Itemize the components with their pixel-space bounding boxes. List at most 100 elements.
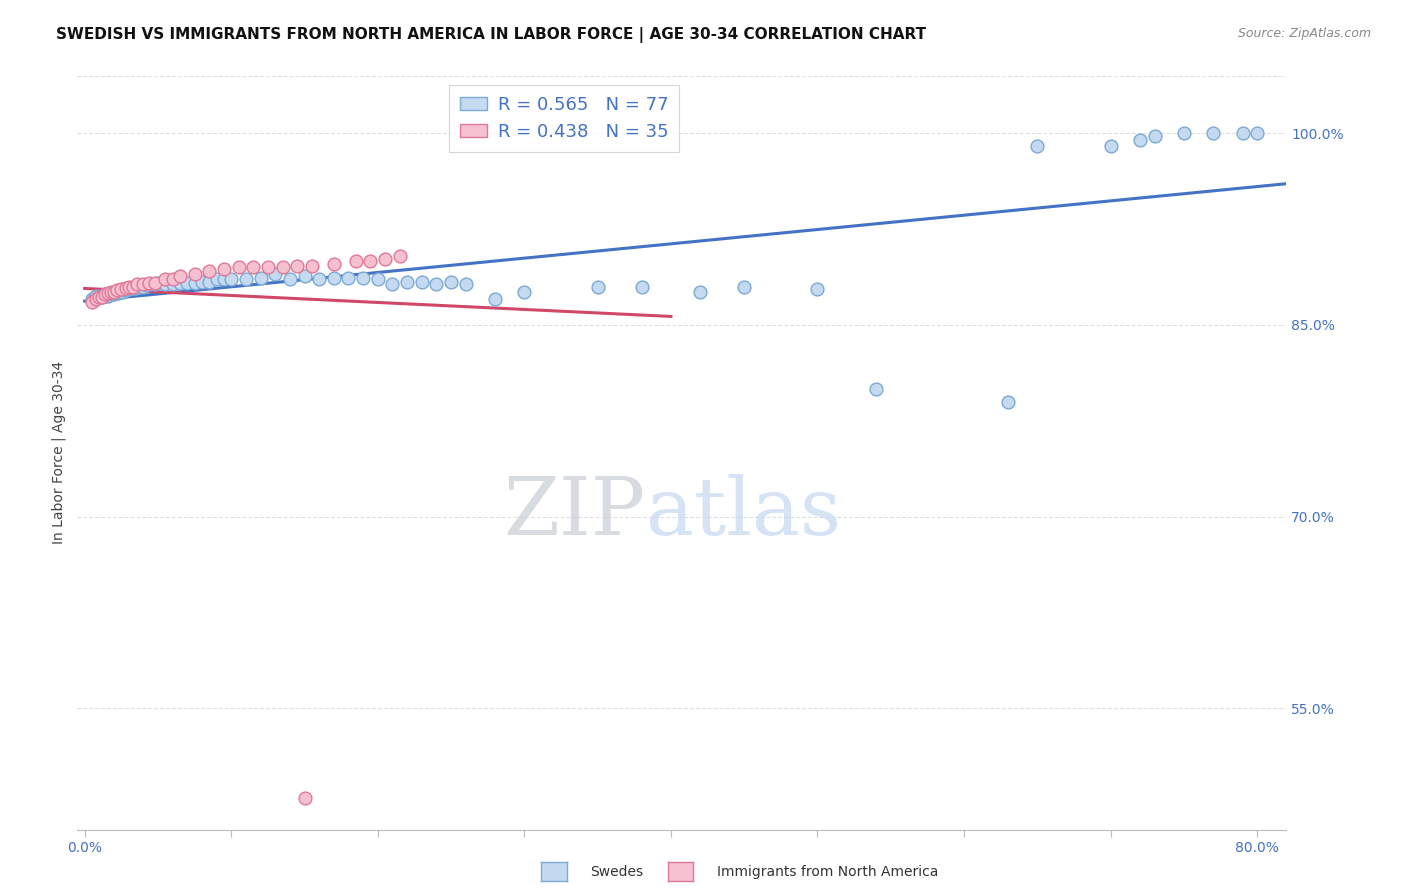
Point xyxy=(183,276,205,290)
Point xyxy=(111,285,134,299)
Point xyxy=(132,279,155,293)
Point xyxy=(513,285,536,299)
Point xyxy=(242,260,264,275)
Point xyxy=(212,272,235,286)
Point xyxy=(396,275,419,289)
Point xyxy=(155,277,177,291)
Point xyxy=(105,284,128,298)
Point xyxy=(301,259,323,273)
Point xyxy=(630,279,652,293)
Point xyxy=(1246,126,1268,140)
Point xyxy=(411,275,433,289)
Point xyxy=(100,285,122,299)
Legend: R = 0.565   N = 77, R = 0.438   N = 35: R = 0.565 N = 77, R = 0.438 N = 35 xyxy=(449,85,679,152)
Point xyxy=(352,270,374,285)
Point xyxy=(101,287,124,301)
Point xyxy=(1129,133,1152,147)
Point xyxy=(155,272,177,286)
Y-axis label: In Labor Force | Age 30-34: In Labor Force | Age 30-34 xyxy=(52,361,66,544)
Point xyxy=(135,278,157,293)
Point xyxy=(322,257,344,271)
Point xyxy=(264,267,287,281)
Point xyxy=(98,287,121,301)
Point xyxy=(235,272,257,286)
Point xyxy=(1143,128,1166,143)
Point xyxy=(344,254,367,268)
Point xyxy=(359,254,381,268)
Point xyxy=(91,290,114,304)
Point xyxy=(162,272,184,286)
Point xyxy=(271,260,294,275)
Point xyxy=(1026,139,1049,153)
Text: Immigrants from North America: Immigrants from North America xyxy=(717,865,938,880)
Text: atlas: atlas xyxy=(645,474,841,552)
Point xyxy=(103,285,125,299)
Point xyxy=(205,272,228,286)
Point xyxy=(86,293,108,307)
Point xyxy=(90,288,112,302)
Point xyxy=(337,270,360,285)
Point xyxy=(367,272,389,286)
Point xyxy=(107,285,129,300)
Point xyxy=(117,282,139,296)
Point xyxy=(228,260,250,275)
Point xyxy=(374,252,396,266)
Point xyxy=(1173,126,1195,140)
Point xyxy=(84,290,107,304)
Point xyxy=(176,276,198,290)
Point xyxy=(689,285,711,299)
Point xyxy=(484,293,506,307)
Point xyxy=(122,281,145,295)
Point xyxy=(93,288,115,302)
Point xyxy=(89,290,111,304)
Point xyxy=(91,290,114,304)
Point xyxy=(97,285,120,300)
Point xyxy=(125,281,148,295)
Point xyxy=(586,279,609,293)
Point xyxy=(143,277,166,291)
Point xyxy=(806,282,828,296)
Point xyxy=(257,260,280,275)
Point xyxy=(162,277,184,291)
Point xyxy=(425,277,447,291)
Point xyxy=(89,290,111,304)
Point xyxy=(110,285,132,299)
Point xyxy=(1202,126,1225,140)
Point xyxy=(388,249,411,263)
Point xyxy=(440,275,463,289)
Point xyxy=(183,267,205,281)
Point xyxy=(169,276,191,290)
Point xyxy=(108,285,131,299)
Point xyxy=(97,288,120,302)
Point xyxy=(94,287,117,301)
Point xyxy=(733,279,755,293)
Point xyxy=(1099,139,1122,153)
Text: Source: ZipAtlas.com: Source: ZipAtlas.com xyxy=(1237,27,1371,40)
Point xyxy=(138,276,160,290)
Point xyxy=(278,272,301,286)
Text: SWEDISH VS IMMIGRANTS FROM NORTH AMERICA IN LABOR FORCE | AGE 30-34 CORRELATION : SWEDISH VS IMMIGRANTS FROM NORTH AMERICA… xyxy=(56,27,927,43)
Point xyxy=(294,269,316,284)
Point xyxy=(121,281,143,295)
Point xyxy=(86,288,108,302)
Point xyxy=(114,281,136,295)
Point xyxy=(87,290,110,304)
Point xyxy=(132,277,155,291)
Point xyxy=(865,382,887,396)
Point xyxy=(103,285,125,300)
Point xyxy=(100,285,122,300)
Point xyxy=(128,279,150,293)
Point xyxy=(381,277,404,291)
Point xyxy=(285,259,308,273)
Point xyxy=(191,275,214,289)
Point xyxy=(294,790,316,805)
Point xyxy=(997,394,1019,409)
Point xyxy=(117,279,139,293)
Point xyxy=(112,284,135,298)
Point xyxy=(198,264,221,278)
Point xyxy=(105,285,128,300)
Point xyxy=(127,277,149,291)
Point xyxy=(198,275,221,289)
Point xyxy=(169,269,191,284)
Text: Swedes: Swedes xyxy=(591,865,644,880)
